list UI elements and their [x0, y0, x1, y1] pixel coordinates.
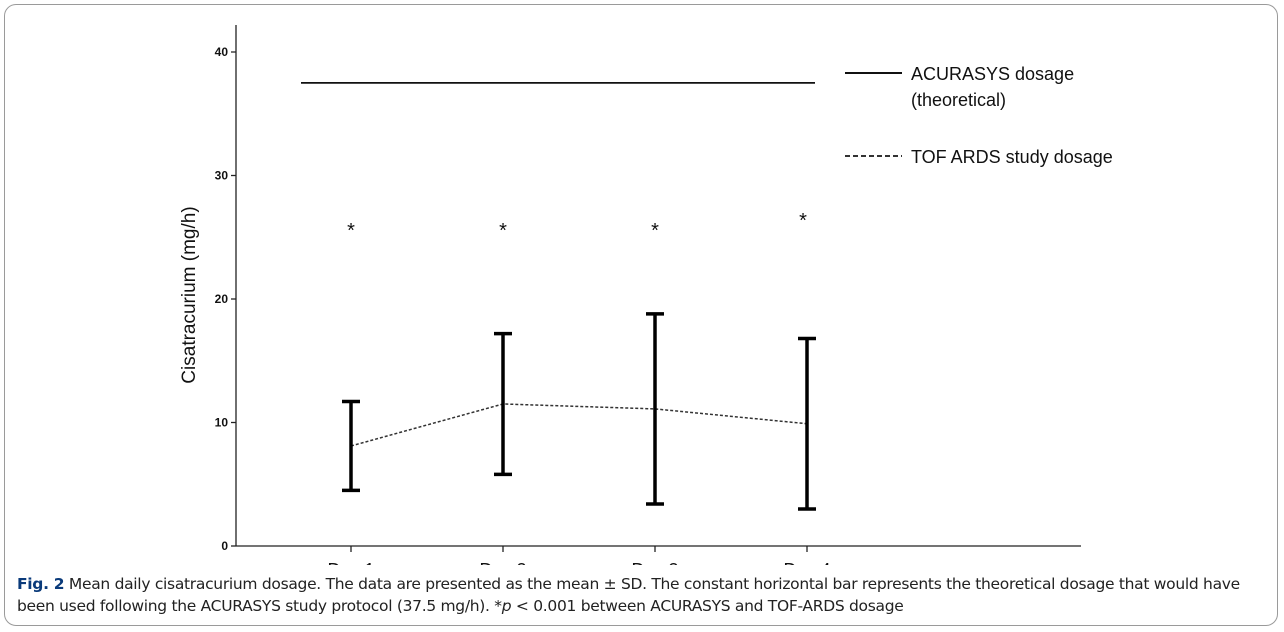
annotation: * [499, 220, 507, 242]
annotation: * [347, 220, 355, 242]
y-tick-label: 30 [215, 169, 229, 183]
x-tick-label: Day 3 [631, 560, 678, 565]
annotation: * [799, 210, 807, 232]
y-tick-label: 10 [215, 416, 229, 430]
annotation: * [651, 220, 659, 242]
legend-label: ACURASYS dosage [911, 64, 1074, 84]
caption-italic: p [501, 597, 512, 615]
x-tick-label: Day 1 [327, 560, 374, 565]
y-tick-label: 40 [215, 45, 229, 59]
legend-label: (theoretical) [911, 90, 1006, 110]
y-tick-label: 20 [215, 292, 229, 306]
x-tick-label: Day 4 [783, 560, 830, 565]
y-tick-label: 0 [221, 539, 228, 553]
caption-text: < 0.001 between ACURASYS and TOF-ARDS do… [511, 597, 904, 615]
series-line [350, 403, 808, 447]
figure-frame: Cisatracurium (mg/h) 0 10 20 30 40 Day 1 Day 2… [4, 4, 1278, 626]
caption: Fig. 2 Mean daily cisatracurium dosage. … [17, 573, 1267, 617]
caption-label: Fig. 2 [17, 575, 65, 593]
x-tick-label: Day 2 [479, 560, 526, 565]
y-axis-label: Cisatracurium (mg/h) [179, 206, 200, 383]
chart: Cisatracurium (mg/h) 0 10 20 30 40 Day 1 Day 2… [179, 25, 1113, 565]
caption-text: Mean daily cisatracurium dosage. The dat… [17, 575, 1240, 615]
legend-label: TOF ARDS study dosage [911, 147, 1113, 167]
